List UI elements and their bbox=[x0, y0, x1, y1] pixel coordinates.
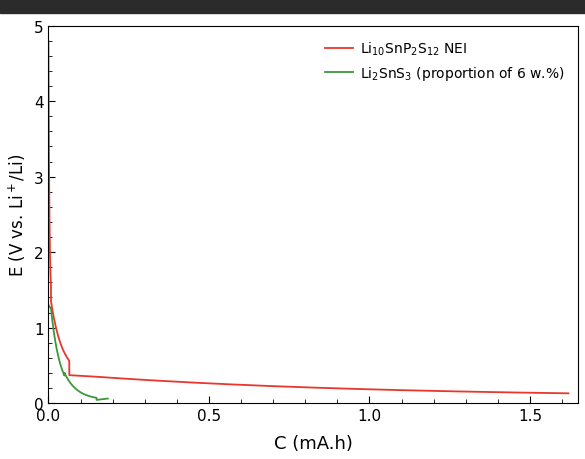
Li$_2$SnS$_3$ (proportion of 6 w.%) bbox=[91, 395, 98, 400]
Li$_2$SnS$_3$ (proportion of 6 w.%) bbox=[78, 390, 85, 396]
Li$_{10}$SnP$_2$S$_{12}$ NEI bbox=[102, 375, 109, 381]
Y-axis label: E (V vs. Li$^+$/Li): E (V vs. Li$^+$/Li) bbox=[7, 153, 28, 276]
Li$_{10}$SnP$_2$S$_{12}$ NEI bbox=[46, 243, 53, 249]
Li$_2$SnS$_3$ (proportion of 6 w.%) bbox=[45, 302, 52, 308]
Li$_2$SnS$_3$ (proportion of 6 w.%) bbox=[93, 397, 100, 403]
Li$_{10}$SnP$_2$S$_{12}$ NEI bbox=[77, 373, 84, 379]
Li$_{10}$SnP$_2$S$_{12}$ NEI bbox=[60, 349, 67, 354]
Legend: Li$_{10}$SnP$_2$S$_{12}$ NEI, Li$_2$SnS$_3$ (proportion of 6 w.%): Li$_{10}$SnP$_2$S$_{12}$ NEI, Li$_2$SnS$… bbox=[318, 34, 571, 90]
Li$_{10}$SnP$_2$S$_{12}$ NEI bbox=[63, 354, 70, 359]
Li$_{10}$SnP$_2$S$_{12}$ NEI bbox=[45, 39, 52, 45]
Li$_2$SnS$_3$ (proportion of 6 w.%) bbox=[104, 396, 111, 402]
Li$_{10}$SnP$_2$S$_{12}$ NEI bbox=[565, 391, 572, 396]
Li$_2$SnS$_3$ (proportion of 6 w.%) bbox=[65, 377, 72, 383]
Line: Li$_2$SnS$_3$ (proportion of 6 w.%): Li$_2$SnS$_3$ (proportion of 6 w.%) bbox=[49, 305, 108, 400]
Li$_2$SnS$_3$ (proportion of 6 w.%) bbox=[98, 397, 105, 402]
Li$_{10}$SnP$_2$S$_{12}$ NEI bbox=[421, 388, 428, 394]
Li$_2$SnS$_3$ (proportion of 6 w.%) bbox=[61, 372, 68, 377]
Li$_2$SnS$_3$ (proportion of 6 w.%) bbox=[48, 309, 55, 315]
Line: Li$_{10}$SnP$_2$S$_{12}$ NEI: Li$_{10}$SnP$_2$S$_{12}$ NEI bbox=[49, 42, 569, 393]
X-axis label: C (mA.h): C (mA.h) bbox=[274, 434, 353, 452]
